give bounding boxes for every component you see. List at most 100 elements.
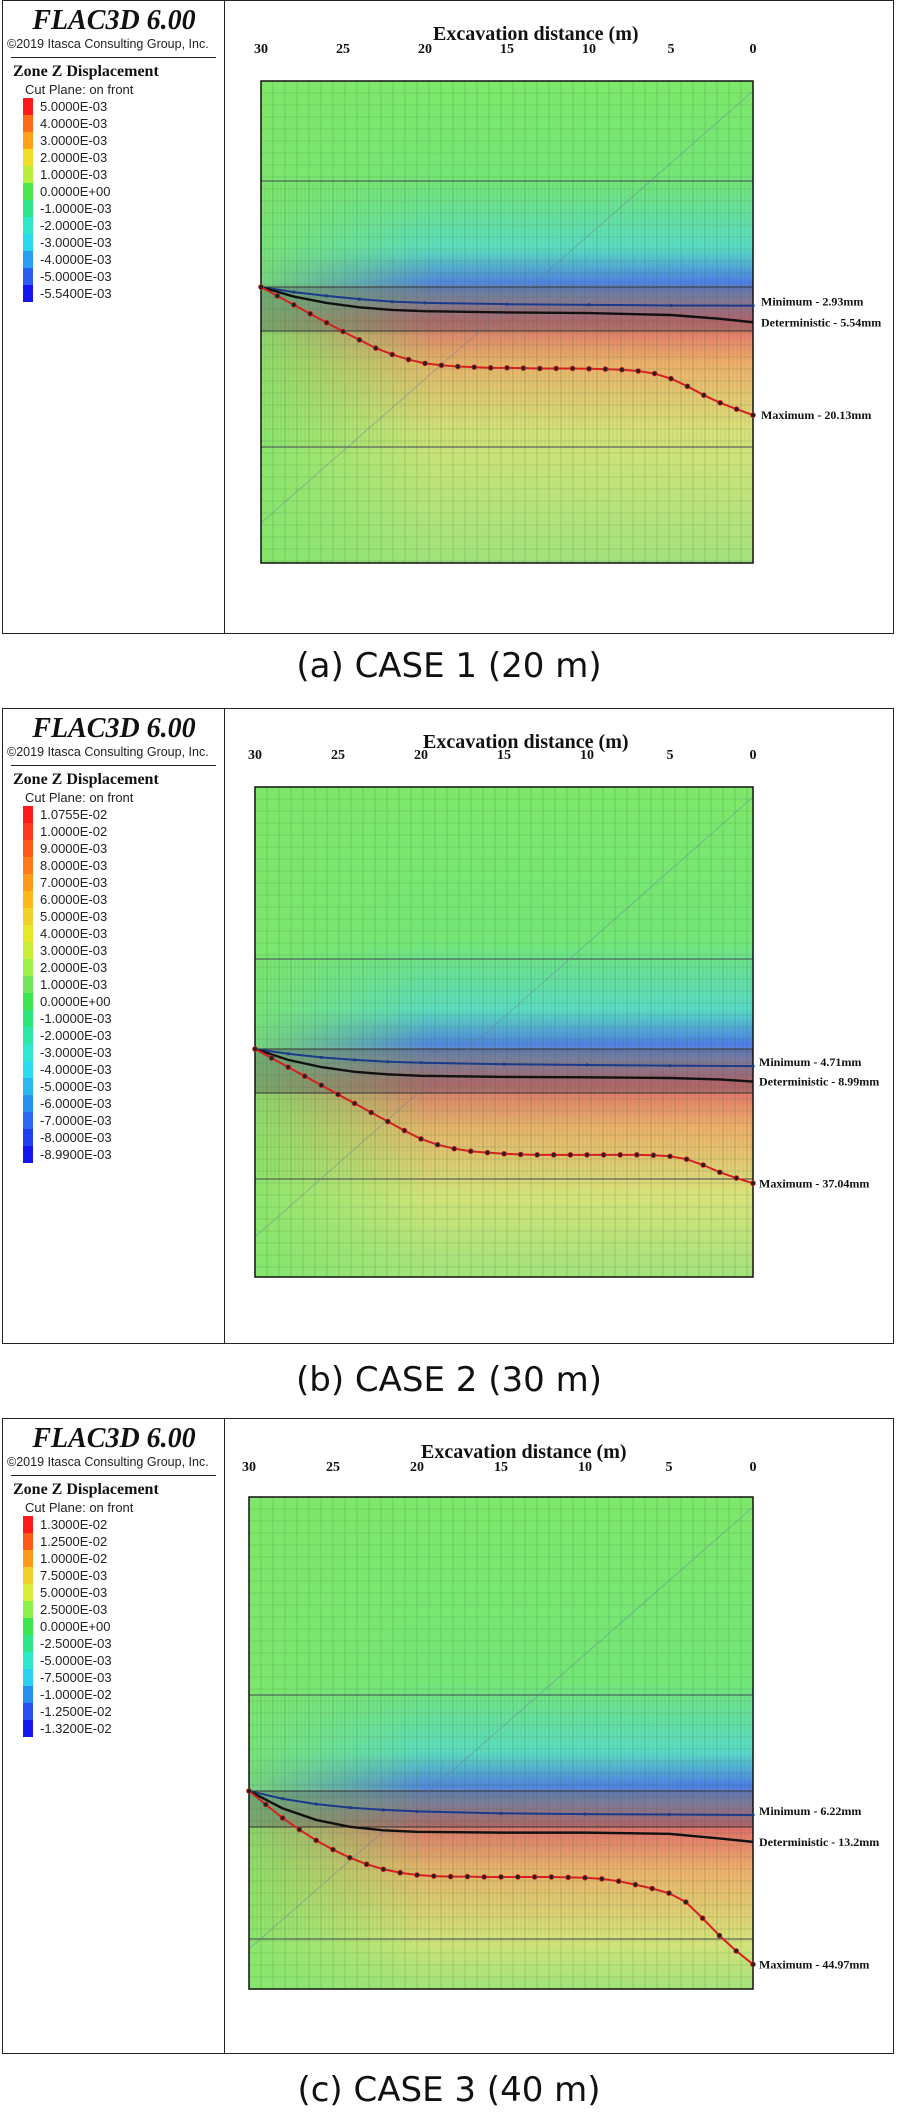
- legend-label: -5.0000E-03: [40, 269, 112, 284]
- reference-diagonal: [248, 1506, 754, 1950]
- data-point: [468, 1148, 474, 1155]
- data-point: [262, 1801, 269, 1808]
- x-tick-label: 15: [500, 42, 514, 57]
- reference-diagonal: [260, 90, 754, 524]
- data-point: [286, 1052, 290, 1056]
- cut-plane-label: Cut Plane: on front: [25, 1500, 134, 1515]
- data-point: [602, 366, 609, 372]
- x-axis-label: Excavation distance (m): [421, 1441, 627, 1463]
- data-point: [498, 1874, 504, 1880]
- legend-item: 1.0000E-03: [23, 166, 112, 183]
- legend-label: 4.0000E-03: [40, 926, 108, 941]
- x-tick-label: 0: [750, 42, 757, 57]
- x-tick-label: 10: [580, 748, 594, 763]
- x-tick-label: 0: [750, 748, 757, 763]
- data-point: [668, 375, 674, 382]
- data-point: [386, 1060, 390, 1064]
- x-tick-label: 0: [750, 1460, 757, 1475]
- legend-label: -5.0000E-03: [40, 1079, 112, 1094]
- legend-label: 0.0000E+00: [40, 1619, 111, 1634]
- legend-item: -6.0000E-03: [23, 1095, 112, 1112]
- data-point: [281, 1797, 285, 1801]
- data-point: [550, 1152, 557, 1158]
- legend-item: 5.0000E-03: [23, 1584, 112, 1601]
- legend-label: -5.0000E-03: [40, 1653, 112, 1668]
- legend-item: 0.0000E+00: [23, 993, 112, 1010]
- legend-swatch: [23, 183, 33, 200]
- data-point: [418, 1136, 424, 1142]
- legend-item: -2.0000E-03: [23, 217, 112, 234]
- data-point: [447, 1873, 454, 1880]
- x-tick-label: 5: [666, 1460, 673, 1475]
- legend-label: -3.0000E-03: [40, 235, 112, 250]
- data-point: [419, 1061, 423, 1065]
- legend-swatch: [23, 1720, 33, 1737]
- mesh-grid-dense: [260, 181, 754, 447]
- mesh-grid: [260, 80, 754, 563]
- legend-item: 8.0000E-03: [23, 857, 112, 874]
- data-point: [534, 1152, 541, 1158]
- legend-swatch: [23, 98, 33, 115]
- legend-item: -8.0000E-03: [23, 1129, 112, 1146]
- data-point: [750, 1961, 756, 1968]
- software-title: FLAC3D 6.00: [32, 1423, 196, 1454]
- legend-label: 2.0000E-03: [40, 960, 108, 975]
- legend-swatch: [23, 200, 33, 217]
- legend-label: 1.0000E-03: [40, 167, 108, 182]
- x-tick-label: 20: [410, 1460, 424, 1475]
- data-point: [279, 1815, 286, 1821]
- contour-plot: 30 25 20 15 10 5 0 Minimum - 6.22mm Deterministi…: [242, 1460, 879, 1990]
- data-point: [517, 1151, 524, 1158]
- legend-item: -3.0000E-03: [23, 1044, 112, 1061]
- legend-swatch: [23, 806, 33, 823]
- data-point: [389, 351, 396, 358]
- legend-label: -4.0000E-03: [40, 252, 112, 267]
- legend-item: 2.5000E-03: [23, 1601, 112, 1618]
- legend-label: 4.0000E-03: [40, 116, 108, 131]
- tunnel-section: [254, 1048, 754, 1094]
- legend-item: 1.2500E-02: [23, 1533, 112, 1550]
- data-point: [292, 290, 296, 294]
- data-point: [615, 1878, 622, 1884]
- legend-label: -8.0000E-03: [40, 1130, 112, 1145]
- data-point: [319, 1055, 323, 1059]
- data-point: [531, 1874, 538, 1880]
- legend-swatch: [23, 115, 33, 132]
- legend-swatch: [23, 234, 33, 251]
- data-point: [246, 1788, 252, 1794]
- series-line-deterministic: [260, 285, 754, 324]
- data-point: [682, 1899, 689, 1905]
- data-point: [666, 1890, 672, 1896]
- data-point: [353, 1058, 357, 1062]
- legend-label: -7.0000E-03: [40, 1113, 112, 1128]
- legend-title: Zone Z Displacement: [13, 63, 159, 80]
- figure-caption: (a) CASE 1 (20 m): [296, 646, 602, 686]
- data-point: [325, 294, 329, 298]
- data-point: [751, 1064, 755, 1068]
- displacement-field-overlay: [255, 787, 753, 1277]
- legend-label: 3.0000E-03: [40, 943, 108, 958]
- legend-swatch: [23, 993, 33, 1010]
- data-point: [667, 1812, 671, 1817]
- legend-item: 1.0000E-02: [23, 823, 112, 840]
- legend-label: 6.0000E-03: [40, 892, 108, 907]
- legend-item: 0.0000E+00: [23, 183, 112, 200]
- data-point: [520, 365, 527, 371]
- legend-label: -1.0000E-03: [40, 201, 112, 216]
- legend-item: -5.0000E-03: [23, 1652, 112, 1669]
- contour-plot: 30 25 20 15 10 5 0 Minimum - 4.71mm Deterministi…: [248, 748, 879, 1278]
- legend-item: -5.0000E-03: [23, 1078, 112, 1095]
- data-point: [330, 1846, 336, 1853]
- legend-swatch: [23, 1010, 33, 1027]
- data-point: [335, 1091, 341, 1098]
- legend-label: 2.5000E-03: [40, 1602, 108, 1617]
- series-label-deterministic: Deterministic - 5.54mm: [761, 315, 881, 329]
- legend-item: -1.2500E-02: [23, 1703, 112, 1720]
- legend-label: -5.5400E-03: [40, 286, 112, 301]
- data-point: [750, 1180, 756, 1187]
- legend-item: 0.0000E+00: [23, 1618, 112, 1635]
- legend-label: -8.9900E-03: [40, 1147, 112, 1162]
- x-tick-label: 10: [578, 1460, 592, 1475]
- legend-label: 8.0000E-03: [40, 858, 108, 873]
- series-line-minimum: [260, 286, 754, 307]
